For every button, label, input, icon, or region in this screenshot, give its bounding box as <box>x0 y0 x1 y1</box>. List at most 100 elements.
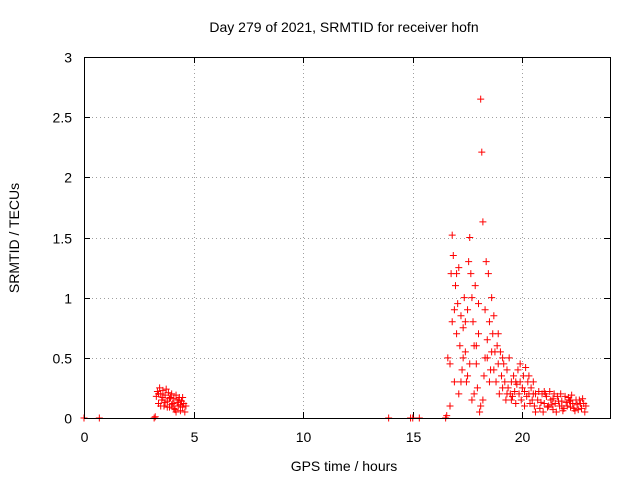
data-point <box>508 392 516 400</box>
data-point <box>446 360 454 368</box>
data-point <box>507 396 515 404</box>
data-point <box>565 397 573 405</box>
data-point <box>540 400 548 408</box>
data-point <box>163 403 171 411</box>
data-point <box>464 306 472 314</box>
data-point <box>521 388 529 396</box>
data-point <box>516 360 524 368</box>
data-point <box>450 378 458 386</box>
data-point <box>537 398 545 406</box>
data-point <box>505 354 513 362</box>
y-tick-label: 0 <box>64 411 72 427</box>
data-point <box>459 324 467 332</box>
data-point <box>162 385 170 393</box>
data-point <box>517 396 525 404</box>
data-point <box>504 384 512 392</box>
data-point <box>466 360 474 368</box>
data-point <box>578 404 586 412</box>
grid-lines <box>84 57 610 418</box>
data-point <box>169 400 177 408</box>
data-point <box>459 354 467 362</box>
data-point <box>511 388 519 396</box>
x-tick-label: 15 <box>406 429 422 445</box>
data-point <box>168 390 176 398</box>
data-point <box>455 390 463 398</box>
data-point <box>168 401 176 409</box>
data-point <box>159 386 167 394</box>
data-point <box>539 408 547 416</box>
data-point <box>176 407 184 415</box>
data-point <box>576 400 584 408</box>
data-point <box>472 342 480 350</box>
data-point <box>455 264 463 272</box>
data-point <box>468 396 476 404</box>
data-point <box>518 384 526 392</box>
data-point <box>558 402 566 410</box>
data-point <box>479 218 487 226</box>
data-point <box>481 306 489 314</box>
data-point <box>550 390 558 398</box>
data-point <box>512 378 520 386</box>
data-point <box>567 403 575 411</box>
data-point <box>494 330 502 338</box>
y-tick-label: 3 <box>64 50 72 66</box>
data-point <box>453 330 461 338</box>
data-point <box>456 342 464 350</box>
data-point <box>161 398 169 406</box>
data-point <box>151 413 159 421</box>
data-point <box>490 366 498 374</box>
data-point <box>477 95 485 103</box>
data-point <box>503 366 511 374</box>
data-point <box>164 389 172 397</box>
data-point <box>481 354 489 362</box>
data-point <box>470 390 478 398</box>
data-point <box>581 408 589 416</box>
data-point <box>181 408 189 416</box>
data-point <box>492 378 500 386</box>
data-point <box>448 318 456 326</box>
x-tick-label: 0 <box>81 429 89 445</box>
data-point <box>567 396 575 404</box>
plot-frame <box>84 57 611 419</box>
data-point <box>448 231 456 239</box>
data-point <box>454 300 462 308</box>
data-point <box>514 366 522 374</box>
data-point <box>582 402 590 410</box>
data-point <box>461 348 469 356</box>
data-point <box>480 372 488 380</box>
data-point <box>450 306 458 314</box>
y-tick-label: 1 <box>64 291 72 307</box>
y-tick-label: 1.5 <box>53 231 73 247</box>
data-point <box>457 378 465 386</box>
data-point <box>461 318 469 326</box>
data-point <box>473 384 481 392</box>
y-axis-label: SRMTID / TECUs <box>6 183 22 293</box>
x-axis-label: GPS time / hours <box>291 458 398 474</box>
data-point <box>165 395 173 403</box>
data-point <box>170 404 178 412</box>
data-point <box>544 403 552 411</box>
data-point <box>467 270 475 278</box>
data-point <box>444 354 452 362</box>
data-point <box>529 378 537 386</box>
data-point <box>536 404 544 412</box>
data-point <box>157 402 165 410</box>
data-point <box>155 390 163 398</box>
data-point <box>526 400 534 408</box>
data-point <box>530 402 538 410</box>
data-point <box>458 366 466 374</box>
data-point <box>552 408 560 416</box>
data-point <box>496 348 504 356</box>
data-point <box>488 348 496 356</box>
data-point <box>527 384 535 392</box>
data-point <box>159 394 167 402</box>
data-point <box>490 312 498 320</box>
data-point <box>512 400 520 408</box>
data-point <box>464 372 472 380</box>
data-point <box>493 342 501 350</box>
data-point <box>503 390 511 398</box>
x-tick-label: 10 <box>296 429 312 445</box>
y-tick-label: 2.5 <box>53 110 73 126</box>
data-point <box>495 390 503 398</box>
